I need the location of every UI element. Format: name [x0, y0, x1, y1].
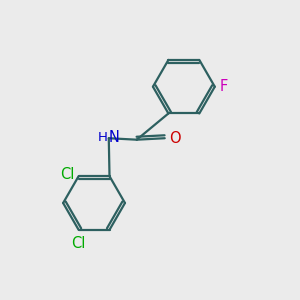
Text: F: F [220, 79, 228, 94]
Text: H: H [98, 131, 107, 144]
Text: O: O [169, 131, 181, 146]
Text: Cl: Cl [60, 167, 74, 182]
Text: N: N [109, 130, 120, 145]
Text: Cl: Cl [71, 236, 86, 251]
